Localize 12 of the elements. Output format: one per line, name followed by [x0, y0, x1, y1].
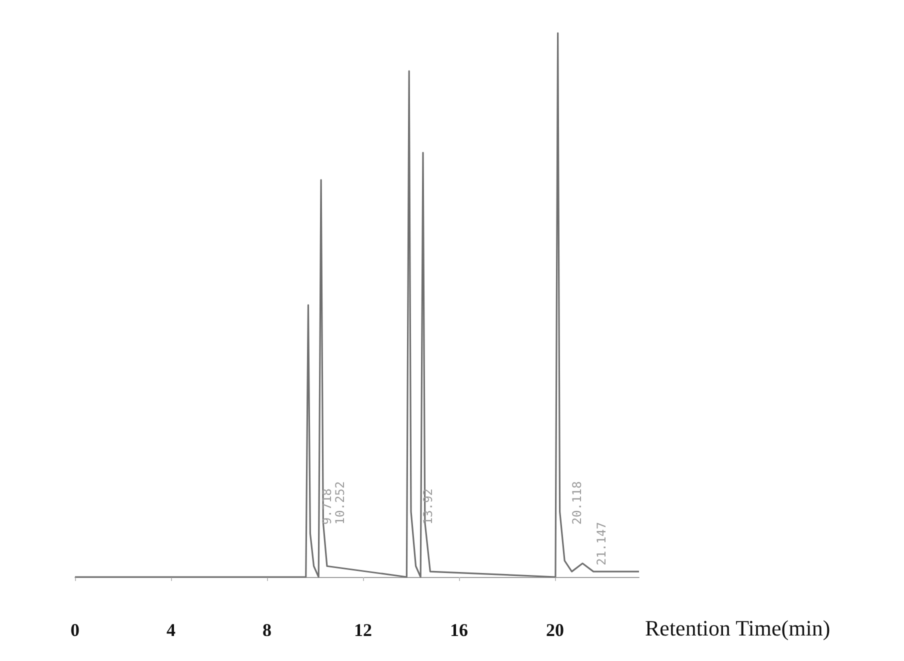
- annotation: 10.252: [333, 481, 348, 525]
- annotation: 20.118: [570, 481, 584, 525]
- annotation: 13.92: [421, 488, 436, 525]
- x-tick-label: 8: [262, 620, 272, 640]
- x-tick-label: 20: [546, 620, 564, 640]
- x-tick-label: 4: [166, 620, 176, 640]
- annotation: 9.718: [320, 488, 334, 525]
- x-tick-label: 16: [450, 620, 468, 640]
- x-tick-label: 0: [70, 620, 80, 640]
- annotation: 21.147: [594, 522, 609, 566]
- x-axis-title: Retention Time(min): [645, 616, 830, 640]
- x-tick-label: 12: [354, 620, 372, 640]
